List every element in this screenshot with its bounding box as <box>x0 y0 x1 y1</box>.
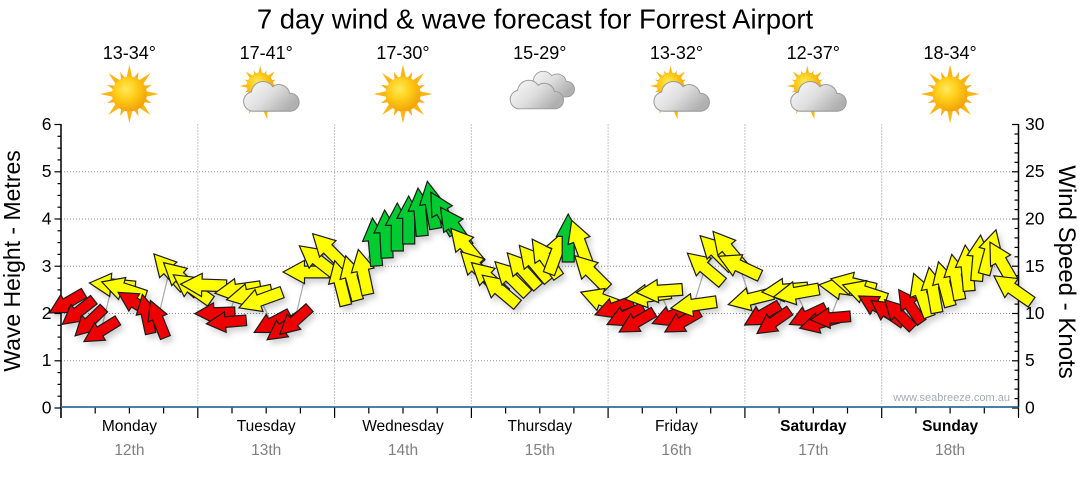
svg-text:Monday: Monday <box>102 418 157 435</box>
svg-text:18th: 18th <box>935 442 965 459</box>
svg-text:13-34°: 13-34° <box>103 43 156 63</box>
svg-text:Wave Height - Metres: Wave Height - Metres <box>0 150 25 372</box>
svg-text:Sunday: Sunday <box>922 418 978 435</box>
svg-text:Wednesday: Wednesday <box>362 418 444 435</box>
svg-text:12-37°: 12-37° <box>787 43 840 63</box>
svg-text:1: 1 <box>42 350 52 370</box>
svg-text:6: 6 <box>42 114 52 134</box>
svg-text:Wind Speed - Knots: Wind Speed - Knots <box>1053 165 1080 378</box>
svg-text:30: 30 <box>1025 114 1045 134</box>
svg-text:15-29°: 15-29° <box>513 43 566 63</box>
svg-text:17th: 17th <box>798 442 828 459</box>
svg-text:3: 3 <box>42 256 52 276</box>
svg-text:15: 15 <box>1025 256 1044 276</box>
svg-text:4: 4 <box>42 209 52 229</box>
svg-text:18-34°: 18-34° <box>923 43 976 63</box>
svg-text:25: 25 <box>1025 161 1044 181</box>
svg-text:16th: 16th <box>661 442 691 459</box>
svg-text:7 day wind & wave forecast for: 7 day wind & wave forecast for Forrest A… <box>257 4 814 35</box>
svg-text:Friday: Friday <box>655 418 698 435</box>
svg-text:12th: 12th <box>114 442 144 459</box>
svg-text:www.seabreeze.com.au: www.seabreeze.com.au <box>892 392 1010 404</box>
svg-text:Thursday: Thursday <box>507 418 572 435</box>
svg-text:5: 5 <box>42 161 52 181</box>
svg-text:13th: 13th <box>251 442 281 459</box>
svg-text:17-41°: 17-41° <box>240 43 293 63</box>
svg-text:0: 0 <box>1025 398 1035 418</box>
svg-text:17-30°: 17-30° <box>376 43 429 63</box>
svg-text:10: 10 <box>1025 303 1045 323</box>
svg-text:20: 20 <box>1025 209 1045 229</box>
svg-text:15th: 15th <box>525 442 555 459</box>
svg-text:Saturday: Saturday <box>780 418 847 435</box>
svg-text:Tuesday: Tuesday <box>237 418 296 435</box>
svg-text:5: 5 <box>1025 350 1035 370</box>
svg-text:14th: 14th <box>388 442 418 459</box>
svg-text:13-32°: 13-32° <box>650 43 703 63</box>
svg-text:2: 2 <box>42 303 52 323</box>
svg-text:0: 0 <box>42 398 52 418</box>
